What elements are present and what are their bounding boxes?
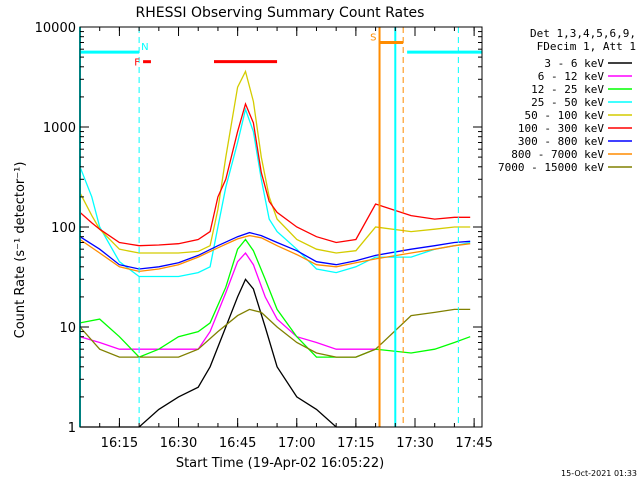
series-line-6 [79, 231, 471, 270]
legend-label-1: 6 - 12 keV [538, 70, 605, 83]
legend-label-2: 12 - 25 keV [531, 83, 604, 96]
legend-header: Det 1,3,4,5,6,9, FDecim 1, Att 1 [530, 27, 636, 53]
chart-title: RHESSI Observing Summary Count Rates [136, 5, 425, 21]
y-tick-label: 1 [68, 421, 76, 436]
y-tick-label: 1000 [43, 121, 76, 136]
x-tick-label: 17:45 [455, 436, 492, 451]
series-line-8 [79, 308, 471, 358]
x-tick-label: 16:45 [219, 436, 256, 451]
flag-label-1: F [134, 58, 140, 69]
series-line-3 [79, 107, 471, 278]
y-tick-label: 100 [51, 221, 76, 236]
series-line-0 [80, 278, 376, 428]
legend-header-line-1: Det 1,3,4,5,6,9, [530, 27, 636, 40]
x-tick-label: 17:30 [396, 436, 433, 451]
series-line-5 [79, 102, 471, 247]
x-axis-label: Start Time (19-Apr-02 16:05:22) [176, 456, 384, 471]
x-tick-label: 17:00 [278, 436, 315, 451]
timestamp: 15-Oct-2021 01:33 [561, 469, 637, 478]
y-tick-label: 10 [59, 321, 76, 336]
legend-label-4: 50 - 100 keV [525, 109, 605, 122]
plot-frame [79, 26, 483, 428]
legend-label-8: 7000 - 15000 keV [498, 161, 604, 174]
legend-header-line-2: FDecim 1, Att 1 [537, 40, 636, 53]
series-line-4 [79, 69, 471, 254]
legend-label-3: 25 - 50 keV [531, 96, 604, 109]
x-tick-label: 16:15 [101, 436, 138, 451]
flag-label-3: S [370, 32, 376, 43]
series-line-2 [79, 238, 471, 358]
flag-label-0: N [141, 42, 148, 53]
series-line-7 [79, 234, 471, 273]
legend-label-6: 300 - 800 keV [518, 135, 604, 148]
legend-label-0: 3 - 6 keV [544, 57, 604, 70]
legend-label-5: 100 - 300 keV [518, 122, 604, 135]
x-tick-label: 16:30 [160, 436, 197, 451]
y-tick-label: 10000 [35, 21, 76, 36]
x-tick-label: 17:15 [337, 436, 374, 451]
y-axis-label: Count Rate (s⁻¹ detector⁻¹) [13, 162, 28, 339]
legend-label-7: 800 - 7000 keV [511, 148, 604, 161]
